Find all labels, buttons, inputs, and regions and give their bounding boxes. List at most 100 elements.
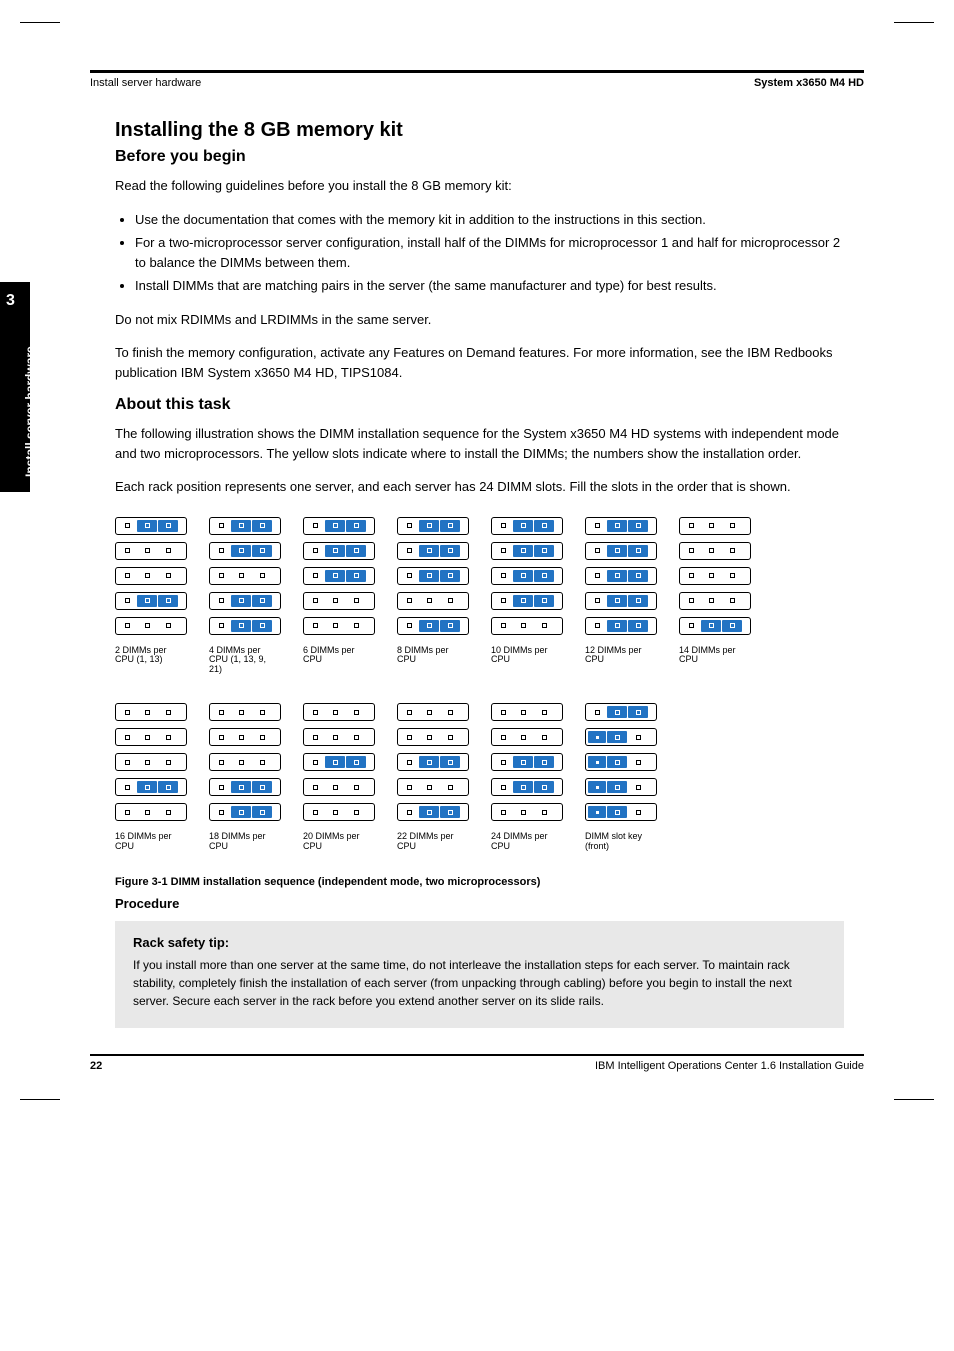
dimm-slot-filled-icon	[158, 781, 178, 793]
dimm-slot-filled-icon	[137, 781, 157, 793]
dimm-slot-empty-icon	[158, 545, 178, 557]
dimm-row	[679, 617, 751, 635]
dimm-row	[115, 728, 187, 746]
dimm-slot-empty-icon	[588, 545, 606, 557]
dimm-slot-empty-icon	[212, 806, 230, 818]
dimm-slot-filled-icon	[513, 595, 533, 607]
dimm-slot-empty-icon	[212, 595, 230, 607]
dimm-slot-empty-icon	[419, 595, 439, 607]
dimm-slot-empty-icon	[722, 570, 742, 582]
dimm-slot-empty-icon	[400, 620, 418, 632]
dimm-slot-empty-icon	[212, 520, 230, 532]
dimm-rack: 14 DIMMs per CPU	[679, 517, 751, 676]
dimm-row	[585, 567, 657, 585]
dimm-slot-filled-icon	[419, 756, 439, 768]
figure-row-1: 2 DIMMs per CPU (1, 13) 4 DIMMs per CPU (…	[115, 517, 904, 676]
dimm-slot-filled-icon	[513, 570, 533, 582]
dimm-slot-empty-icon	[118, 545, 136, 557]
dimm-row	[303, 567, 375, 585]
dimm-slot-filled-icon	[252, 595, 272, 607]
dimm-slot-filled-icon	[440, 620, 460, 632]
rack-label: 6 DIMMs per CPU	[303, 646, 375, 666]
dimm-rack: 18 DIMMs per CPU	[209, 703, 281, 852]
dimm-slot-filled-icon	[513, 756, 533, 768]
dimm-slot-empty-icon	[118, 620, 136, 632]
dimm-slot-empty-icon	[722, 520, 742, 532]
list-item: Use the documentation that comes with th…	[135, 210, 844, 230]
dimm-row	[209, 753, 281, 771]
dimm-slot-empty-icon	[440, 706, 460, 718]
dimm-slot-empty-icon	[325, 706, 345, 718]
dimm-slot-empty-icon	[212, 731, 230, 743]
dimm-slot-empty-icon	[306, 520, 324, 532]
dimm-row	[303, 617, 375, 635]
thumb-tab-label: Install server hardware	[23, 346, 37, 477]
rack-label: DIMM slot key (front)	[585, 832, 657, 852]
dimm-slot-empty-icon	[325, 620, 345, 632]
dimm-slot-empty-icon	[400, 706, 418, 718]
dimm-slot-empty-icon	[682, 570, 700, 582]
dimm-row	[491, 778, 563, 796]
dimm-slot-empty-icon	[118, 731, 136, 743]
dimm-slot-filled-icon	[440, 756, 460, 768]
dimm-slot-filled-icon	[628, 595, 648, 607]
dimm-slot-empty-icon	[118, 806, 136, 818]
dimm-slot-empty-icon	[440, 595, 460, 607]
dimm-slot-filled-icon	[252, 545, 272, 557]
dimm-slot-empty-icon	[400, 781, 418, 793]
dimm-slot-filled-icon	[607, 731, 627, 743]
dimm-row	[491, 592, 563, 610]
dimm-row	[679, 517, 751, 535]
rack-label: 4 DIMMs per CPU (1, 13, 9, 21)	[209, 646, 281, 676]
dimm-slot-empty-icon	[137, 620, 157, 632]
dimm-slot-empty-icon	[419, 731, 439, 743]
safety-tip-box: Rack safety tip: If you install more tha…	[115, 921, 844, 1028]
rack-label: 16 DIMMs per CPU	[115, 832, 187, 852]
footer-title: IBM Intelligent Operations Center 1.6 In…	[595, 1060, 864, 1072]
dimm-row	[397, 703, 469, 721]
dimm-row	[209, 778, 281, 796]
dimm-slot-filled-icon	[252, 520, 272, 532]
paragraph: The following illustration shows the DIM…	[115, 424, 844, 463]
dimm-rack: 2 DIMMs per CPU (1, 13)	[115, 517, 187, 676]
dimm-row	[397, 778, 469, 796]
dimm-slot-filled-icon	[231, 520, 251, 532]
dimm-slot-filled-icon	[534, 545, 554, 557]
dimm-slot-filled-icon	[440, 545, 460, 557]
dimm-slot-empty-icon	[137, 545, 157, 557]
dimm-slot-empty-icon	[306, 570, 324, 582]
dimm-slot-empty-icon	[701, 520, 721, 532]
dimm-slot-filled-icon	[628, 620, 648, 632]
dimm-row	[491, 517, 563, 535]
dimm-row	[115, 753, 187, 771]
dimm-row	[585, 703, 657, 721]
dimm-rack: 22 DIMMs per CPU	[397, 703, 469, 852]
paragraph: Do not mix RDIMMs and LRDIMMs in the sam…	[115, 310, 844, 330]
dimm-slot-filled-icon	[534, 520, 554, 532]
dimm-slot-filled-icon	[440, 806, 460, 818]
dimm-row	[303, 803, 375, 821]
dimm-slot-filled-icon	[419, 570, 439, 582]
dimm-slot-filled-icon	[325, 570, 345, 582]
dimm-slot-empty-icon	[212, 781, 230, 793]
dimm-slot-empty-icon	[494, 570, 512, 582]
page: 3 Install server hardware Install server…	[0, 0, 954, 1122]
dimm-slot-filled-icon	[628, 570, 648, 582]
dimm-slot-filled-icon	[346, 756, 366, 768]
dimm-slot-filled-icon	[346, 520, 366, 532]
dimm-rack: 16 DIMMs per CPU	[115, 703, 187, 852]
dimm-slot-filled-icon	[607, 520, 627, 532]
dimm-row	[397, 728, 469, 746]
dimm-slot-empty-icon	[494, 520, 512, 532]
dimm-slot-empty-icon	[158, 756, 178, 768]
dimm-rack: 20 DIMMs per CPU	[303, 703, 375, 852]
dimm-slot-empty-icon	[400, 595, 418, 607]
dimm-slot-empty-icon	[306, 806, 324, 818]
dimm-slot-empty-icon	[346, 781, 366, 793]
dimm-slot-filled-icon	[534, 756, 554, 768]
dimm-slot-empty-icon	[306, 706, 324, 718]
dimm-rack: 8 DIMMs per CPU	[397, 517, 469, 676]
dimm-rack: 12 DIMMs per CPU	[585, 517, 657, 676]
dimm-slot-empty-icon	[588, 570, 606, 582]
dimm-slot-empty-icon	[722, 545, 742, 557]
